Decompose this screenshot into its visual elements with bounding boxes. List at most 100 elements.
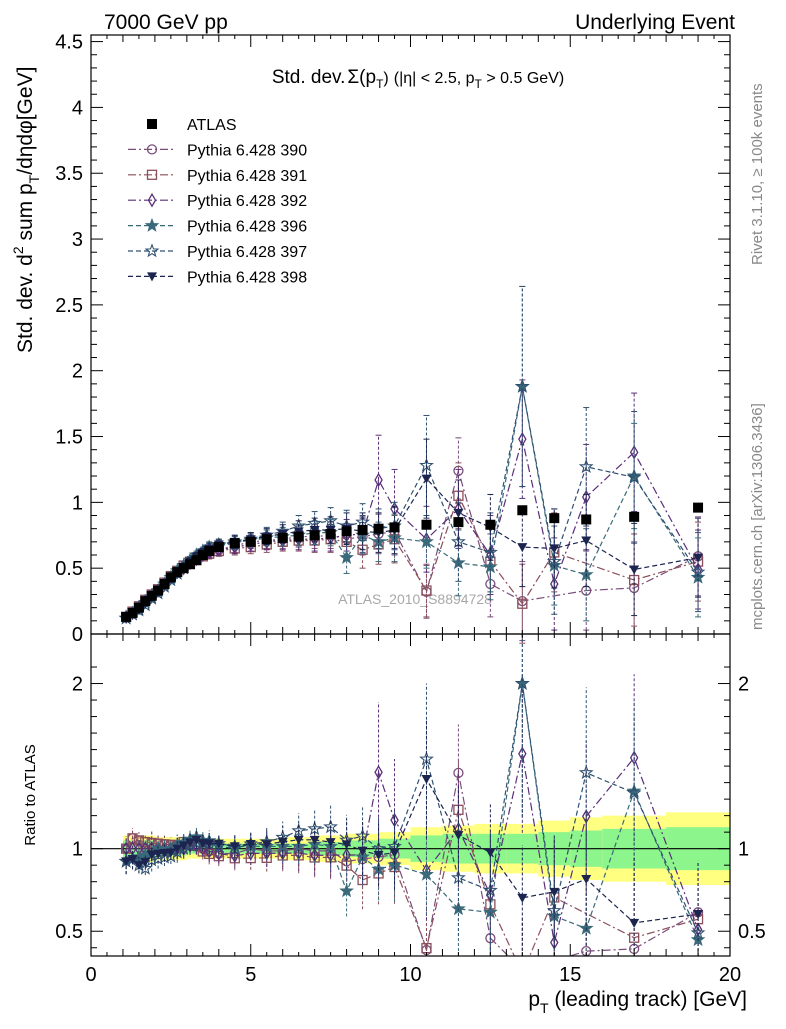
atlas-data-point [389,522,400,533]
y-tick-label: 3 [72,229,83,251]
header-right: Underlying Event [575,11,735,34]
legend-label: ATLAS [187,117,237,134]
ratio-point [127,854,138,864]
ratio-point [309,835,320,845]
atlas-data-point [165,572,176,583]
ratio-point [293,835,304,845]
legend-entry: Pythia 6.428 396 [128,217,307,236]
ratio-point [261,840,272,850]
data-point [693,553,704,563]
atlas-data-point [229,538,240,549]
series-pythia-6-428-396 [118,285,706,625]
data-point [514,378,530,393]
ratio-point [121,857,132,867]
ratio-point [277,837,288,847]
data-point [581,536,592,546]
legend-label: Pythia 6.428 396 [187,219,307,236]
atlas-data-point [172,567,183,578]
ratio-point [578,764,594,780]
ratio-point [178,841,189,851]
ratio-y-tick-label-right: 2 [738,674,749,696]
data-point [549,544,560,554]
atlas-data-point [121,611,132,622]
ratio-point [213,839,224,849]
atlas-data-point [549,513,560,524]
data-point [546,553,562,568]
data-point [517,543,528,553]
atlas-data-point [245,536,256,547]
main-plot-title: Std. dev. Σ(pT) (|η| < 2.5, pT > 0.5 GeV) [272,67,564,91]
atlas-data-point [153,585,164,596]
atlas-data-point [277,532,288,543]
ratio-point [133,861,144,871]
data-point [421,585,432,596]
atlas-data-point [146,590,157,601]
ratio-point [204,839,215,849]
data-point [421,474,432,484]
ratio-point [421,775,432,785]
ratio-point [229,842,240,852]
ratio-point [214,846,224,861]
data-point [339,549,354,564]
atlas-data-point [261,534,272,545]
ratio-point [153,849,164,859]
y-tick-label: 3.5 [55,163,83,185]
ratio-point [389,848,400,858]
series-line [125,386,699,619]
atlas-data-point [581,514,592,525]
data-point [517,598,528,609]
legend-marker [146,169,158,180]
legend-entry: Pythia 6.428 390 [128,142,307,159]
x-tick-label: 20 [719,964,741,986]
atlas-data-point [309,530,320,541]
ratio-point [291,823,307,838]
ratio-y-axis-label: Ratio to ATLAS [22,744,39,845]
legend-marker [147,192,157,208]
ratio-y-tick-label-right: 0.5 [738,921,766,943]
ratio-point [483,882,498,897]
ratio-point [374,765,383,780]
ratio-series-pythia-6-428-392 [121,674,703,956]
data-point [626,469,642,484]
rivet-version-label: Rivet 3.1.10, ≥ 100k events [749,83,766,265]
ratio-point [626,785,642,800]
atlas-data-point [159,578,170,589]
ratio-point [549,887,560,897]
ratio-point [185,838,196,848]
ratio-plot-area: 0 5 10 15 200.5 0.51 12 2 [55,35,766,986]
ratio-point [245,839,256,849]
atlas-data-point [373,523,384,534]
ratio-y-tick-label: 1 [72,839,83,861]
atlas-data-point [325,528,336,539]
legend-entry: Pythia 6.428 398 [128,269,307,286]
atlas-data-point [517,505,528,516]
atlas-data-point [341,526,352,537]
atlas-data-point [178,563,189,574]
legend-marker [144,243,160,258]
data-point [578,459,594,474]
ratio-point [517,893,528,903]
atlas-data-point [421,519,432,530]
atlas-data-point [133,602,144,613]
ratio-point [159,849,170,859]
y-tick-label: 0.5 [55,558,83,580]
y-tick-label: 1.5 [55,427,83,449]
legend-entry: Pythia 6.428 397 [128,243,307,261]
ratio-point [339,883,354,898]
ratio-point [204,843,214,859]
ratio-point [246,846,256,861]
legend-label: Pythia 6.428 398 [187,269,307,286]
legend-marker [147,272,157,282]
ratio-point [693,910,704,920]
series-line [125,386,699,619]
ratio-point [485,848,496,858]
atlas-data-point [127,607,138,618]
mcplots-label: mcplots.cern.ch [arXiv:1306.3436] [749,403,766,630]
ratio-point [341,840,352,850]
ratio-point [453,831,464,841]
atlas-data-point [357,524,368,535]
ratio-y-tick-label: 0.5 [55,921,83,943]
data-point [453,508,464,518]
y-tick-label: 0 [72,624,83,646]
